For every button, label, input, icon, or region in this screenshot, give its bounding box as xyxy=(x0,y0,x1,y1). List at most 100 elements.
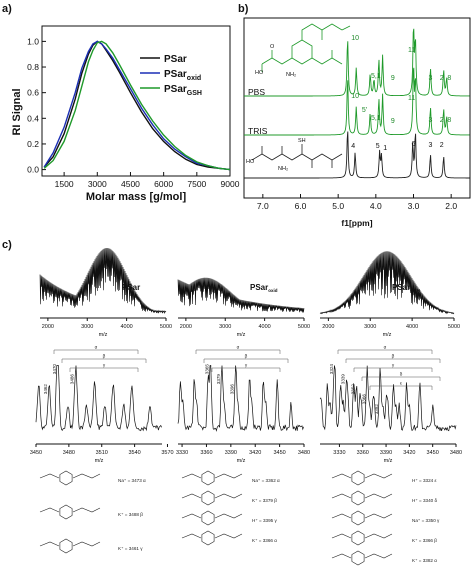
peak-number: 11 xyxy=(408,95,415,102)
x-tick-label: 7500 xyxy=(187,179,206,189)
series-mark: γ xyxy=(392,363,395,368)
series-mark: β xyxy=(103,354,106,359)
structure-bond xyxy=(364,473,393,479)
x-tick-label: 3330 xyxy=(333,450,345,456)
panel-c-assignments: Na⁺ = 3473 α K⁺ = 3488 β K⁺ = 3461 γ Na⁺ = … xyxy=(39,470,440,566)
ms-x-label: m/z xyxy=(99,332,108,338)
x-tick-label: 3000 xyxy=(81,324,93,330)
ring-structure xyxy=(59,504,73,520)
nmr-trace-reference xyxy=(244,131,470,179)
ion-assignment: K⁺ = 3461 γ xyxy=(118,546,143,551)
peak-number: 3 xyxy=(428,117,432,124)
peak-number: 1 xyxy=(383,145,387,152)
nmr-trace-pbs xyxy=(244,28,470,97)
peak-label: 3382 xyxy=(374,404,379,415)
structure-bond xyxy=(181,513,202,519)
panel-a-legend: PSar PSaroxid PSarGSH xyxy=(140,54,202,97)
structure-bond xyxy=(331,473,352,479)
x-tick-label: 5000 xyxy=(160,324,172,330)
structure-bond xyxy=(214,493,243,499)
peak-label: 3486 xyxy=(69,374,74,385)
ring-structure xyxy=(351,510,365,526)
ring-structure xyxy=(59,538,73,554)
legend-label: PSar xyxy=(164,54,187,65)
structure-bond xyxy=(214,533,243,539)
structure-bond xyxy=(331,493,352,499)
ion-assignment: K⁺ = 3366 α xyxy=(252,538,277,543)
zoom-x-label: m/z xyxy=(95,458,104,464)
zoom-spectrum xyxy=(35,365,162,432)
x-tick-label: 3450 xyxy=(30,450,42,456)
series-mark: ε xyxy=(400,381,402,386)
peak-number: 5,1 xyxy=(371,115,381,122)
panel-a-x-label: Molar mass [g/mol] xyxy=(86,191,187,203)
peak-label: 3379 xyxy=(216,374,221,385)
ion-assignment: Na⁺ = 3473 α xyxy=(118,478,146,483)
panel-a-label: a) xyxy=(2,3,12,15)
ring-structure xyxy=(351,550,365,566)
structure-bond xyxy=(72,507,101,513)
zoom-x-label: m/z xyxy=(384,458,393,464)
structure-bond xyxy=(331,513,352,519)
series-mark: α xyxy=(237,345,240,350)
x-tick-label: 3390 xyxy=(225,450,237,456)
x-tick-label: 7.0 xyxy=(257,201,269,211)
ion-assignment: Na⁺ = 3350 γ xyxy=(412,518,440,523)
structure-bond xyxy=(214,513,243,519)
peak-number: 2 xyxy=(440,75,444,82)
ring-structure xyxy=(201,470,215,486)
x-tick-label: 3000 xyxy=(219,324,231,330)
ring-structure xyxy=(201,490,215,506)
peak-label: 3324 xyxy=(329,364,334,375)
panel-b-x-ticks: 7.0 6.0 5.0 4.0 3.0 2.0 xyxy=(257,194,457,211)
x-tick-label: 3450 xyxy=(427,450,439,456)
series-mark: β xyxy=(392,354,395,359)
ms-spectrum xyxy=(177,277,305,313)
panel-b-x-label: f1[ppm] xyxy=(341,218,372,228)
peak-number: 6 xyxy=(412,141,416,148)
x-tick-label: 3360 xyxy=(357,450,369,456)
ion-assignment: Na⁺ = 3362 α xyxy=(252,478,280,483)
structure-bond xyxy=(364,493,393,499)
x-tick-label: 3450 xyxy=(273,450,285,456)
peak-number: 9 xyxy=(391,75,395,82)
gsh-nh2-label: NH₂ xyxy=(286,72,296,78)
series-mark: γ xyxy=(103,363,106,368)
x-tick-label: 3330 xyxy=(176,450,188,456)
nmr-trace-tris xyxy=(244,67,470,136)
trace-label-pbs: PBS xyxy=(248,87,265,97)
ion-assignment: H⁺ = 3340 δ xyxy=(412,498,437,503)
panel-c-zoom-row: 3450 3480 3510 3540 3570m/z347034863462αβγ33… xyxy=(30,345,462,465)
gsh-ref-nh2-label: NH₂ xyxy=(278,166,288,172)
y-tick-label: 0.4 xyxy=(27,113,39,123)
peak-number: 8 xyxy=(447,117,451,124)
structure-bond xyxy=(39,473,60,479)
x-tick-label: 2000 xyxy=(322,324,334,330)
structure-bond xyxy=(181,493,202,499)
peak-number: 2 xyxy=(440,142,444,149)
x-tick-label: 3420 xyxy=(403,450,415,456)
x-tick-label: 3.0 xyxy=(408,201,420,211)
legend-label: PSarGSH xyxy=(164,84,202,97)
ring-structure xyxy=(201,530,215,546)
ion-assignment: K⁺ = 3379 β xyxy=(252,498,277,503)
zoom-spectrum xyxy=(177,365,304,432)
ion-assignment: H⁺ = 3395 γ xyxy=(252,518,277,523)
x-tick-label: 6000 xyxy=(154,179,173,189)
ion-assignment: K⁺ = 3382 α xyxy=(412,558,437,563)
ion-assignment: H⁺ = 3324 ε xyxy=(412,478,437,483)
peak-number: 11 xyxy=(408,47,415,54)
x-tick-label: 2000 xyxy=(42,324,54,330)
panel-a-y-ticks: 0.0 0.2 0.4 0.6 0.8 1.0 xyxy=(27,36,46,175)
y-tick-label: 1.0 xyxy=(27,36,39,46)
series-mark: β xyxy=(245,354,248,359)
x-tick-label: 5000 xyxy=(448,324,460,330)
ring-structure xyxy=(201,510,215,526)
peak-number: 5 xyxy=(376,143,380,150)
x-tick-label: 5000 xyxy=(298,324,310,330)
x-tick-label: 6.0 xyxy=(295,201,307,211)
ring-structure xyxy=(351,530,365,546)
